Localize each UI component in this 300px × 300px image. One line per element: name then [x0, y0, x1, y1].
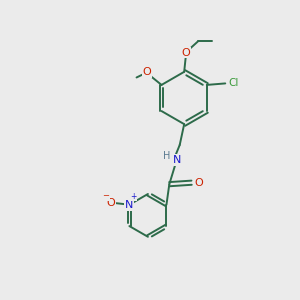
Text: +: + — [130, 192, 136, 201]
Text: O: O — [195, 178, 203, 188]
Text: H: H — [163, 151, 171, 161]
Text: O: O — [142, 68, 151, 77]
Text: O: O — [106, 198, 115, 208]
Text: N: N — [172, 155, 181, 165]
Text: −: − — [102, 191, 109, 200]
Text: Cl: Cl — [228, 78, 239, 88]
Text: N: N — [125, 200, 134, 210]
Text: O: O — [181, 47, 190, 58]
